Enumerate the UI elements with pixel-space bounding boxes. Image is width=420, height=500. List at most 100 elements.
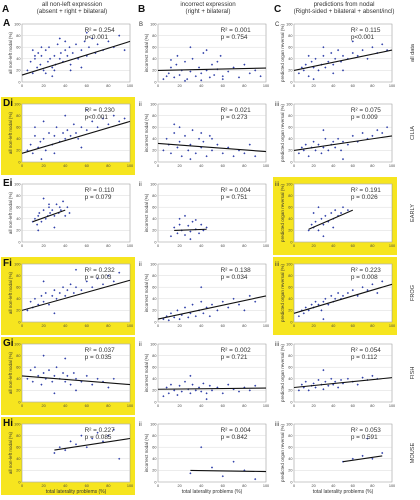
data-point — [307, 309, 310, 312]
y-tick-label: 20 — [16, 389, 20, 393]
trend-line — [21, 40, 131, 76]
data-point — [310, 303, 313, 306]
plot-area — [293, 343, 393, 403]
y-tick-label: 80 — [16, 274, 20, 278]
data-point — [33, 54, 37, 57]
data-point — [356, 54, 359, 57]
data-point — [339, 60, 343, 63]
data-point — [254, 300, 257, 303]
trend-line — [21, 375, 131, 386]
data-point — [386, 126, 389, 129]
data-point — [69, 283, 72, 286]
data-point — [330, 377, 333, 380]
x-tick-label: 80 — [106, 324, 110, 328]
data-point — [118, 271, 121, 274]
data-point — [317, 206, 320, 209]
x-tick-label: 60 — [351, 244, 355, 248]
y-tick-label: 80 — [152, 194, 156, 198]
x-tick-label: 20 — [311, 164, 315, 168]
data-point — [351, 51, 354, 55]
y-tick-label: 100 — [14, 22, 20, 26]
data-point — [322, 369, 325, 372]
data-point — [165, 386, 168, 389]
data-point — [202, 382, 205, 385]
x-tick-label: 80 — [370, 164, 374, 168]
data-point — [361, 376, 364, 379]
data-point — [74, 131, 78, 135]
data-point — [85, 374, 88, 377]
x-tick-label: 40 — [199, 84, 203, 88]
data-point — [47, 203, 51, 206]
data-point — [324, 297, 327, 300]
y-tick-label: 80 — [152, 34, 156, 38]
data-point — [53, 54, 56, 57]
y-tick-label: 40 — [152, 377, 156, 381]
panel-label: iii — [275, 342, 279, 348]
data-point — [26, 69, 29, 72]
data-point — [227, 70, 230, 73]
data-point — [72, 371, 75, 375]
p-value-label: p = 0.085 — [85, 434, 112, 441]
y-tick-label: 80 — [16, 434, 20, 438]
data-point — [346, 377, 349, 380]
data-point — [300, 383, 303, 386]
y-axis-title: all non-left nodal (%) — [8, 271, 13, 314]
y-tick-label: 80 — [152, 274, 156, 278]
column-subtitle: (right + bilateral) — [186, 8, 231, 15]
data-point — [254, 69, 257, 72]
data-point — [64, 214, 67, 217]
x-tick-label: 20 — [177, 484, 181, 488]
data-point — [381, 131, 384, 135]
y-tick-label: 60 — [16, 46, 20, 50]
data-point — [361, 286, 364, 289]
x-tick-label: 40 — [63, 484, 67, 488]
x-tick-label: 100 — [389, 324, 395, 328]
data-point — [341, 54, 345, 57]
data-point — [300, 66, 303, 69]
y-axis-title: all non-left nodal (%) — [8, 31, 13, 74]
data-point — [248, 389, 251, 392]
data-point — [91, 120, 94, 123]
r-squared-label: R² = 0.115 — [351, 27, 381, 34]
data-point — [176, 54, 179, 57]
data-point — [334, 380, 337, 383]
y-tick-label: 0 — [18, 160, 20, 164]
data-point — [176, 232, 179, 235]
x-tick-label: 100 — [127, 324, 133, 328]
x-tick-label: 20 — [311, 404, 315, 408]
data-point — [232, 155, 235, 158]
data-point — [123, 49, 126, 52]
data-point — [162, 318, 165, 321]
row-label: EARLY — [410, 204, 416, 222]
y-tick-label: 0 — [290, 160, 292, 164]
data-point — [55, 366, 58, 369]
data-point — [205, 155, 208, 158]
data-point — [327, 60, 330, 63]
data-point — [200, 223, 203, 226]
trend-line — [293, 377, 393, 389]
plot-area — [21, 23, 131, 83]
x-tick-label: 0 — [293, 244, 295, 248]
data-point — [47, 369, 51, 372]
data-point — [297, 72, 300, 75]
data-point — [107, 386, 110, 389]
data-point — [85, 280, 88, 283]
data-point — [346, 209, 349, 212]
y-tick-label: 80 — [288, 34, 292, 38]
panel-label: ii — [139, 262, 142, 268]
data-point — [307, 155, 310, 158]
data-point — [169, 235, 173, 238]
r-squared-label: R² = 0.138 — [221, 267, 251, 274]
data-point — [91, 37, 94, 40]
data-point — [351, 457, 354, 460]
data-point — [189, 374, 192, 377]
panel-label: Hi — [3, 418, 13, 429]
data-point — [334, 146, 337, 149]
data-point — [361, 454, 364, 457]
data-point — [118, 457, 121, 460]
data-point — [71, 51, 74, 55]
y-tick-label: 40 — [152, 137, 156, 141]
data-point — [191, 303, 194, 306]
x-tick-label: 0 — [293, 484, 295, 488]
